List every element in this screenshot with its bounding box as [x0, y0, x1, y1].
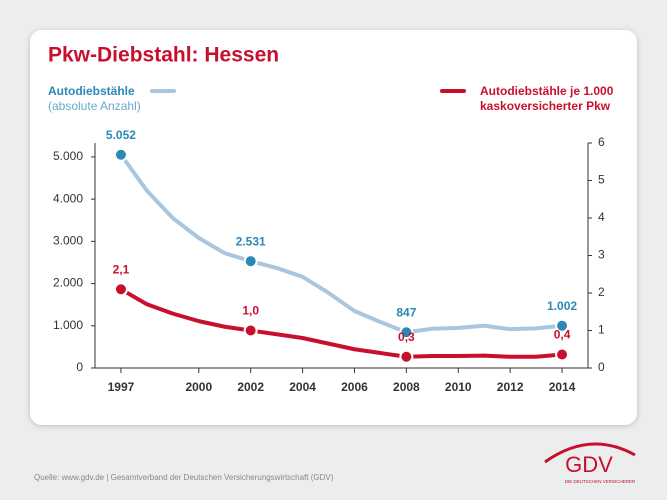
legend-swatch: [440, 89, 466, 93]
y-tick-label: 4.000: [53, 191, 83, 205]
legend-label: Autodiebstähle je 1.000 kaskoversicherte…: [480, 84, 614, 113]
line: [119, 153, 563, 335]
legend-entry: Autodiebstähle (absolute Anzahl): [48, 84, 141, 114]
y-tick-label: 3.000: [53, 234, 83, 248]
x-tick-label: 2004: [289, 380, 316, 394]
value-label: 0,3: [398, 330, 415, 344]
x-tick-label: 2002: [237, 380, 264, 394]
marker: [399, 349, 414, 364]
logo-tagline: DIE DEUTSCHEN VERSICHERER: [565, 479, 636, 484]
value-label: 2.531: [236, 234, 266, 248]
value-label: 2,1: [113, 262, 130, 276]
marker: [555, 347, 570, 362]
x-tick-label: 2000: [185, 380, 212, 394]
x-tick-label: 2006: [341, 380, 368, 394]
line: [119, 287, 563, 359]
value-label: 1.002: [547, 299, 577, 313]
legend-entry: Autodiebstähle je 1.000 kaskoversicherte…: [480, 84, 640, 114]
y2-tick-label: 6: [598, 135, 605, 149]
x-tick-label: 1997: [108, 380, 135, 394]
y-tick-label: 0: [76, 360, 83, 374]
marker: [399, 325, 414, 340]
marker: [243, 254, 258, 269]
y-tick-label: 1.000: [53, 318, 83, 332]
source: Quelle: www.gdv.de | Gesamtverband der D…: [34, 473, 334, 482]
y2-tick-label: 3: [598, 248, 605, 262]
value-label: 5.052: [106, 128, 136, 142]
marker: [113, 282, 128, 297]
logo: GDV: [565, 452, 613, 477]
legend-note: (absolute Anzahl): [48, 99, 141, 113]
y2-tick-label: 4: [598, 210, 605, 224]
logo-arc: [544, 442, 636, 464]
y2-tick-label: 2: [598, 285, 605, 299]
x-tick-label: 2012: [497, 380, 524, 394]
y-tick-label: 5.000: [53, 149, 83, 163]
legend-swatch: [150, 89, 176, 93]
value-label: 1,0: [242, 304, 259, 318]
legend-label: Autodiebstähle: [48, 84, 135, 98]
x-tick-label: 2010: [445, 380, 472, 394]
x-tick-label: 2014: [549, 380, 576, 394]
y-tick-label: 2.000: [53, 276, 83, 290]
y2-tick-label: 5: [598, 173, 605, 187]
marker: [113, 147, 128, 162]
marker: [243, 323, 258, 338]
chart-title: Pkw-Diebstahl: Hessen: [48, 44, 279, 67]
marker: [555, 318, 570, 333]
value-label: 0,4: [554, 328, 571, 342]
y2-tick-label: 1: [598, 323, 605, 337]
value-label: 847: [396, 305, 416, 319]
x-tick-label: 2008: [393, 380, 420, 394]
y2-tick-label: 0: [598, 360, 605, 374]
